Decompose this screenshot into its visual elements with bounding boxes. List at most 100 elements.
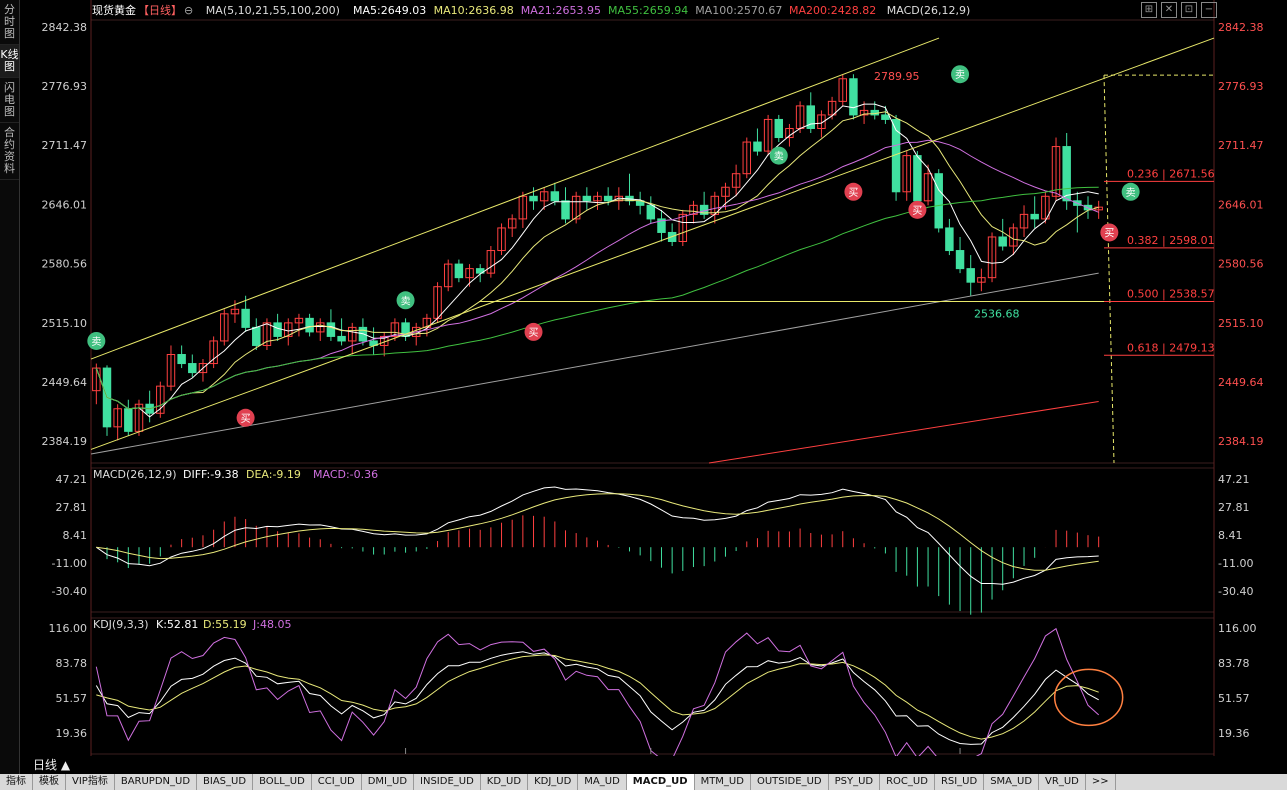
macd-tick-right-1: 27.81 bbox=[1218, 501, 1250, 514]
signal-marker bbox=[87, 331, 106, 350]
tab-8[interactable]: INSIDE_UD bbox=[414, 774, 481, 790]
ma-line-5 bbox=[95, 103, 1099, 418]
candle-body bbox=[529, 195, 538, 202]
pane-frame-1 bbox=[90, 467, 1215, 613]
tab-19[interactable]: VR_UD bbox=[1039, 774, 1086, 790]
channel-upper-line bbox=[90, 37, 940, 360]
macd-tick-right-2: 8.41 bbox=[1218, 529, 1243, 542]
signal-marker bbox=[908, 200, 927, 219]
signal-label: 卖 bbox=[91, 336, 101, 348]
macd-tag: MACD(26,12,9) bbox=[887, 4, 971, 17]
close-icon[interactable]: ✕ bbox=[1161, 2, 1177, 18]
maximize-icon[interactable]: ⊡ bbox=[1181, 2, 1197, 18]
candle-body bbox=[390, 322, 400, 337]
candle-body bbox=[966, 268, 975, 283]
candle-body bbox=[763, 118, 773, 152]
fib-label-0: 0.236 | 2671.56 bbox=[1127, 167, 1215, 180]
tab-11[interactable]: MA_UD bbox=[578, 774, 627, 790]
candle-body bbox=[348, 326, 357, 342]
candle-body bbox=[753, 141, 762, 152]
kdj-d-line bbox=[96, 654, 1099, 740]
candle-body bbox=[273, 322, 282, 337]
candle-body bbox=[198, 363, 208, 374]
ma-line-55 bbox=[95, 186, 1099, 410]
candle-body bbox=[262, 322, 272, 346]
chart-canvas[interactable]: 现货黄金 【日线】 ⊖ MA(5,10,21,55,100,200) MA5:264… bbox=[19, 0, 1287, 756]
kdj-tick-right-2: 51.57 bbox=[1218, 692, 1250, 705]
signal-label: 卖 bbox=[401, 295, 411, 307]
candle-body bbox=[849, 78, 858, 116]
kdj-highlight-circle bbox=[1053, 668, 1124, 727]
tab-16[interactable]: ROC_UD bbox=[880, 774, 935, 790]
price-tick-left-0: 2842.38 bbox=[42, 21, 88, 34]
macd-tick-left-1: 27.81 bbox=[56, 501, 88, 514]
period-selector[interactable]: 日线 ▲ bbox=[33, 758, 71, 772]
price-tick-right-3: 2646.01 bbox=[1218, 198, 1264, 211]
signal-label: 卖 bbox=[955, 69, 965, 81]
candle-body bbox=[422, 317, 432, 328]
ma-line-21 bbox=[95, 139, 1099, 410]
candle-body bbox=[998, 236, 1007, 247]
candle-body bbox=[571, 195, 581, 220]
macd-tick-left-4: -30.40 bbox=[52, 585, 87, 598]
candle-body bbox=[603, 195, 613, 202]
candle-body bbox=[902, 155, 911, 193]
sidebar-item-2[interactable]: 闪电图 bbox=[0, 78, 19, 123]
candle-body bbox=[881, 114, 890, 120]
candle-body bbox=[305, 317, 314, 333]
signal-marker bbox=[524, 322, 543, 341]
tab-1[interactable]: 模板 bbox=[33, 774, 66, 790]
fib-label-3: 0.618 | 2479.13 bbox=[1127, 341, 1215, 354]
candle-body bbox=[113, 408, 122, 428]
tab-9[interactable]: KD_UD bbox=[481, 774, 529, 790]
sidebar-item-0[interactable]: 分时图 bbox=[0, 0, 19, 45]
tab-0[interactable]: 指标 bbox=[0, 774, 33, 790]
tab-6[interactable]: CCI_UD bbox=[312, 774, 362, 790]
tab-17[interactable]: RSI_UD bbox=[935, 774, 985, 790]
price-tick-right-1: 2776.93 bbox=[1218, 80, 1264, 93]
macd-tick-left-0: 47.21 bbox=[56, 473, 88, 486]
sidebar-item-1[interactable]: K线图 bbox=[0, 45, 19, 78]
tab-5[interactable]: BOLL_UD bbox=[253, 774, 312, 790]
candle-body bbox=[934, 173, 943, 229]
window-icon[interactable]: ⊞ bbox=[1141, 2, 1157, 18]
tab-7[interactable]: DMI_UD bbox=[362, 774, 415, 790]
pane-frame-2 bbox=[90, 617, 1215, 755]
kdj-tick-left-0: 116.00 bbox=[49, 622, 88, 635]
candle-body bbox=[1062, 146, 1071, 202]
ma-line-200 bbox=[708, 401, 1099, 464]
candle-body bbox=[316, 322, 325, 333]
candle-body bbox=[955, 250, 965, 270]
candle-body bbox=[156, 385, 165, 414]
tab-2[interactable]: VIP指标 bbox=[66, 774, 115, 790]
tab-13[interactable]: MTM_UD bbox=[695, 774, 751, 790]
candle-body bbox=[507, 218, 517, 229]
kdj-tick-left-2: 51.57 bbox=[56, 692, 88, 705]
tab-3[interactable]: BARUPDN_UD bbox=[115, 774, 198, 790]
tab-20[interactable]: >> bbox=[1086, 774, 1116, 790]
macd-value: MACD:-0.36 bbox=[313, 468, 378, 481]
candle-body bbox=[774, 118, 784, 139]
tab-14[interactable]: OUTSIDE_UD bbox=[751, 774, 829, 790]
tab-12[interactable]: MACD_UD bbox=[626, 774, 695, 790]
minimize-icon[interactable]: − bbox=[1201, 2, 1217, 18]
price-tick-left-5: 2515.10 bbox=[42, 317, 88, 330]
sidebar-item-3[interactable]: 合约资料 bbox=[0, 123, 19, 180]
candle-body bbox=[1051, 146, 1061, 197]
signal-marker bbox=[1121, 182, 1140, 201]
price-tick-right-4: 2580.56 bbox=[1218, 258, 1264, 271]
tab-10[interactable]: KDJ_UD bbox=[528, 774, 579, 790]
macd-tick-right-3: -11.00 bbox=[1218, 557, 1253, 570]
candle-body bbox=[241, 308, 250, 328]
signal-label: 买 bbox=[848, 187, 858, 199]
candle-body bbox=[220, 313, 229, 342]
candle-body bbox=[230, 308, 240, 315]
candle-body bbox=[1041, 195, 1050, 220]
signal-label: 买 bbox=[241, 413, 251, 425]
candle-body bbox=[838, 78, 847, 102]
tab-4[interactable]: BIAS_UD bbox=[197, 774, 254, 790]
tab-15[interactable]: PSY_UD bbox=[829, 774, 881, 790]
tab-18[interactable]: SMA_UD bbox=[984, 774, 1040, 790]
candle-body bbox=[593, 195, 602, 202]
candle-body bbox=[561, 200, 570, 220]
